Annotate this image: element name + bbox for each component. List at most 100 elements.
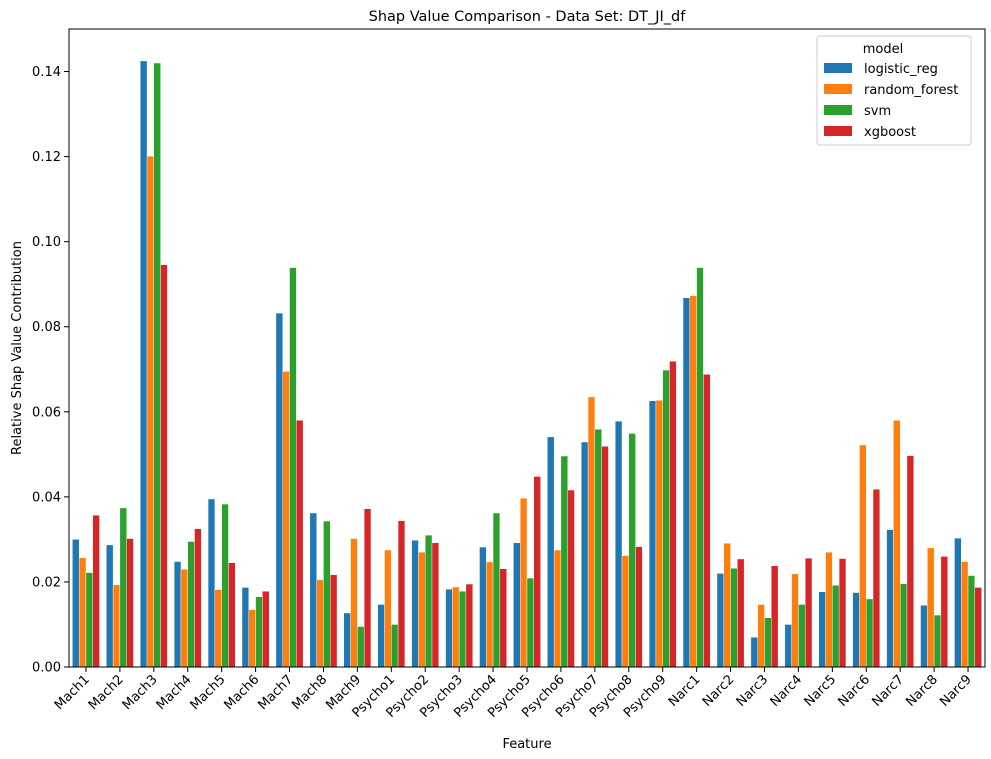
bar-logistic_reg-Mach5 [207, 498, 216, 668]
x-tick-label: Narc3 [734, 672, 772, 710]
bar-random_forest-Narc9 [961, 561, 969, 668]
bar-random_forest-Narc5 [825, 551, 833, 668]
legend-label: random_forest [864, 83, 958, 98]
bar-random_forest-Narc2 [723, 543, 731, 668]
bar-logistic_reg-Narc6 [852, 592, 860, 668]
bar-xgboost-Narc2 [737, 558, 745, 668]
bar-svm-Narc8 [933, 614, 942, 668]
bar-logistic_reg-Mach8 [309, 512, 317, 668]
bar-xgboost-Narc7 [906, 455, 914, 668]
bar-xgboost-Psycho5 [533, 476, 541, 668]
bar-svm-Psycho9 [662, 369, 670, 668]
bar-logistic_reg-Psycho8 [615, 420, 623, 668]
x-tick-label: Mach3 [120, 672, 161, 713]
legend-swatch-xgboost [824, 126, 852, 136]
legend-swatch-random_forest [824, 84, 852, 94]
legend-label: xgboost [864, 125, 916, 140]
bar-logistic_reg-Mach9 [343, 612, 351, 668]
bar-svm-Psycho8 [628, 433, 636, 668]
bar-svm-Narc7 [899, 583, 908, 668]
bar-svm-Narc4 [798, 604, 806, 668]
y-tick-label: 0.08 [32, 320, 61, 335]
bar-xgboost-Mach7 [296, 420, 304, 668]
legend-title: model [863, 42, 903, 57]
bar-logistic_reg-Mach6 [241, 587, 250, 668]
bar-random_forest-Psycho8 [621, 555, 629, 668]
x-tick-label: Mach7 [255, 672, 296, 713]
bar-random_forest-Mach5 [214, 589, 222, 668]
bar-xgboost-Mach4 [194, 528, 202, 668]
bar-svm-Psycho1 [391, 624, 399, 668]
bar-xgboost-Psycho9 [669, 360, 677, 668]
bar-logistic_reg-Mach3 [140, 60, 148, 668]
bar-logistic_reg-Psycho2 [411, 540, 419, 668]
x-tick-label: Mach2 [86, 672, 127, 713]
x-tick-label: Narc1 [666, 672, 704, 710]
bar-random_forest-Narc7 [893, 420, 901, 668]
bar-random_forest-Mach3 [146, 155, 155, 668]
bar-xgboost-Narc8 [940, 556, 948, 668]
bar-svm-Mach7 [289, 267, 297, 668]
bar-logistic_reg-Narc4 [784, 624, 792, 668]
bar-random_forest-Narc8 [927, 547, 935, 668]
y-tick-label: 0.12 [32, 150, 61, 165]
bar-random_forest-Mach4 [180, 568, 188, 668]
bar-random_forest-Narc6 [859, 444, 867, 668]
bar-random_forest-Narc3 [757, 604, 765, 668]
bar-xgboost-Psycho1 [397, 520, 406, 668]
bar-svm-Psycho7 [594, 429, 602, 668]
bar-random_forest-Mach6 [248, 609, 256, 668]
x-tick-label: Narc6 [835, 672, 873, 710]
bar-svm-Mach6 [255, 596, 263, 668]
bar-xgboost-Narc4 [804, 557, 813, 668]
y-tick-label: 0.02 [32, 575, 61, 590]
bar-xgboost-Mach9 [363, 508, 372, 668]
bar-logistic_reg-Mach7 [275, 312, 283, 668]
bar-random_forest-Psycho2 [418, 551, 426, 668]
x-axis-label: Feature [502, 737, 551, 752]
y-tick-label: 0.10 [32, 235, 61, 250]
bar-svm-Psycho4 [492, 512, 501, 668]
bar-xgboost-Mach2 [126, 538, 134, 668]
bars-layer [72, 60, 982, 668]
bar-logistic_reg-Narc3 [750, 637, 758, 668]
bar-random_forest-Psycho3 [452, 586, 460, 668]
bar-xgboost-Mach8 [330, 574, 338, 668]
bar-random_forest-Narc1 [689, 295, 697, 668]
x-tick-label: Mach4 [154, 672, 195, 713]
bar-random_forest-Psycho9 [655, 400, 663, 668]
x-tick-label: Narc5 [802, 672, 840, 710]
bar-svm-Psycho3 [458, 591, 467, 668]
bar-xgboost-Narc9 [974, 587, 982, 668]
legend-swatch-svm [824, 105, 852, 115]
bar-random_forest-Psycho6 [553, 549, 562, 668]
bar-logistic_reg-Narc9 [954, 537, 962, 668]
bar-random_forest-Psycho7 [587, 396, 596, 668]
bar-xgboost-Psycho3 [465, 583, 473, 668]
bar-logistic_reg-Psycho6 [547, 436, 555, 668]
bar-svm-Mach4 [187, 541, 195, 668]
bar-xgboost-Narc1 [703, 374, 711, 668]
legend-label: logistic_reg [864, 62, 938, 77]
x-tick-label: Mach1 [52, 672, 93, 713]
bar-xgboost-Mach5 [228, 562, 236, 668]
bar-xgboost-Psycho2 [431, 542, 440, 668]
legend-box [816, 35, 972, 146]
bar-svm-Mach1 [85, 572, 93, 668]
bar-logistic_reg-Psycho7 [581, 441, 589, 668]
y-tick-label: 0.14 [32, 65, 61, 80]
bar-logistic_reg-Mach2 [106, 544, 114, 668]
bar-logistic_reg-Psycho9 [648, 400, 657, 668]
x-tick-label: Mach5 [188, 672, 229, 713]
x-axis: Mach1Mach2Mach3Mach4Mach5Mach6Mach7Mach8… [52, 667, 975, 721]
bar-svm-Mach9 [357, 626, 365, 668]
y-tick-label: 0.04 [32, 490, 61, 505]
bar-svm-Psycho2 [425, 534, 433, 668]
x-tick-label: Narc9 [937, 672, 975, 710]
x-tick-label: Narc4 [768, 672, 806, 710]
bar-xgboost-Mach1 [92, 514, 100, 668]
bar-logistic_reg-Psycho4 [479, 546, 487, 668]
x-tick-label: Mach8 [289, 672, 330, 713]
bar-svm-Mach5 [221, 503, 229, 668]
bar-svm-Psycho6 [560, 455, 568, 668]
